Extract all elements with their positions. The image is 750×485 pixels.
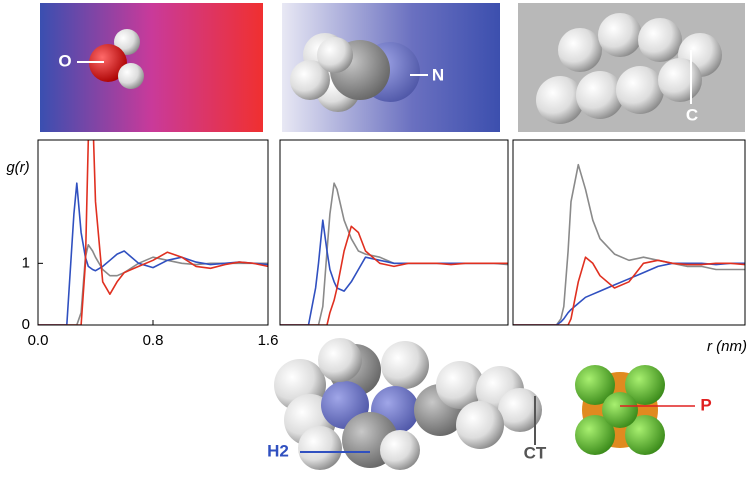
plot-frame: [512, 139, 746, 326]
y-tick-label: 0: [22, 316, 30, 333]
line: [513, 163, 745, 325]
annotation: P: [700, 395, 711, 414]
y-tick-label: 1: [22, 254, 30, 271]
line: [280, 182, 508, 325]
annotation: N: [432, 65, 444, 84]
annotation: H2: [267, 441, 289, 460]
line: [513, 262, 745, 325]
plot-area: [513, 163, 745, 325]
x-axis-label: r (nm): [707, 338, 747, 355]
line: [280, 225, 508, 325]
annotation: C: [686, 105, 698, 124]
x-tick-label: 0.0: [28, 332, 49, 349]
molecule-images: [40, 3, 745, 470]
x-tick-label: 1.6: [258, 332, 279, 349]
annotation: CT: [524, 443, 547, 462]
line: [513, 256, 745, 325]
line: [280, 219, 508, 325]
plot-frame: [37, 139, 269, 326]
plot-area: [38, 140, 268, 325]
plot-area: [280, 182, 508, 325]
line: [38, 140, 268, 325]
plot-frame: [279, 139, 509, 326]
y-axis-label: g(r): [6, 159, 29, 176]
line: [38, 244, 268, 325]
annotation: O: [58, 51, 71, 70]
x-tick-label: 0.8: [143, 332, 164, 349]
line: [38, 182, 268, 325]
